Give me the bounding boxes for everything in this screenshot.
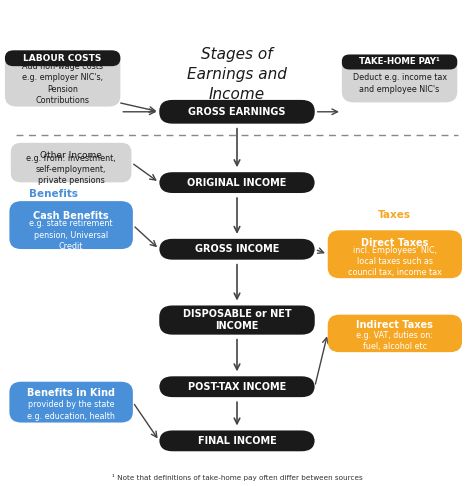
Text: LABOUR COSTS: LABOUR COSTS	[23, 54, 102, 63]
Text: ORIGINAL INCOME: ORIGINAL INCOME	[187, 177, 287, 188]
Text: Taxes: Taxes	[378, 210, 411, 220]
FancyBboxPatch shape	[328, 230, 462, 278]
FancyBboxPatch shape	[9, 382, 133, 422]
Text: DISPOSABLE or NET
INCOME: DISPOSABLE or NET INCOME	[182, 309, 292, 331]
FancyBboxPatch shape	[11, 143, 131, 182]
FancyBboxPatch shape	[159, 431, 315, 451]
FancyBboxPatch shape	[159, 239, 315, 260]
Text: e.g. VAT, duties on:
fuel, alcohol etc: e.g. VAT, duties on: fuel, alcohol etc	[356, 331, 433, 351]
FancyBboxPatch shape	[328, 314, 462, 352]
Text: POST-TAX INCOME: POST-TAX INCOME	[188, 382, 286, 392]
FancyBboxPatch shape	[5, 51, 120, 106]
Text: FINAL INCOME: FINAL INCOME	[198, 436, 276, 446]
Text: provided by the state
e.g. education, health: provided by the state e.g. education, he…	[27, 400, 115, 420]
Text: GROSS INCOME: GROSS INCOME	[195, 244, 279, 254]
Text: Benefits: Benefits	[29, 190, 78, 199]
Text: Other Income: Other Income	[40, 151, 102, 159]
FancyBboxPatch shape	[342, 54, 457, 69]
Text: Add non-wage costs
e.g. employer NIC's,
Pension
Contributions: Add non-wage costs e.g. employer NIC's, …	[22, 62, 103, 104]
Text: Deduct e.g. income tax
and employee NIC's: Deduct e.g. income tax and employee NIC'…	[353, 73, 447, 93]
Text: incl. Employees' NIC,
local taxes such as
council tax, income tax: incl. Employees' NIC, local taxes such a…	[348, 246, 442, 278]
Text: Benefits in Kind: Benefits in Kind	[27, 388, 115, 398]
Text: e.g. state retirement
pension, Universal
Credit: e.g. state retirement pension, Universal…	[29, 220, 113, 251]
FancyBboxPatch shape	[159, 172, 315, 193]
Text: Indirect Taxes: Indirect Taxes	[356, 320, 433, 330]
FancyBboxPatch shape	[159, 306, 315, 335]
Text: e.g. from: investment,
self-employment,
private pensions: e.g. from: investment, self-employment, …	[27, 154, 116, 185]
FancyBboxPatch shape	[159, 100, 315, 123]
Text: Stages of
Earnings and
Income: Stages of Earnings and Income	[187, 47, 287, 102]
FancyBboxPatch shape	[159, 376, 315, 397]
FancyBboxPatch shape	[5, 51, 120, 66]
Text: GROSS EARNINGS: GROSS EARNINGS	[188, 107, 286, 117]
Text: Direct Taxes: Direct Taxes	[361, 239, 428, 248]
FancyBboxPatch shape	[9, 201, 133, 249]
FancyBboxPatch shape	[342, 54, 457, 103]
Text: Cash Benefits: Cash Benefits	[33, 211, 109, 221]
Text: TAKE-HOME PAY¹: TAKE-HOME PAY¹	[359, 57, 440, 67]
Text: ¹ Note that definitions of take-home pay often differ between sources: ¹ Note that definitions of take-home pay…	[111, 474, 363, 481]
